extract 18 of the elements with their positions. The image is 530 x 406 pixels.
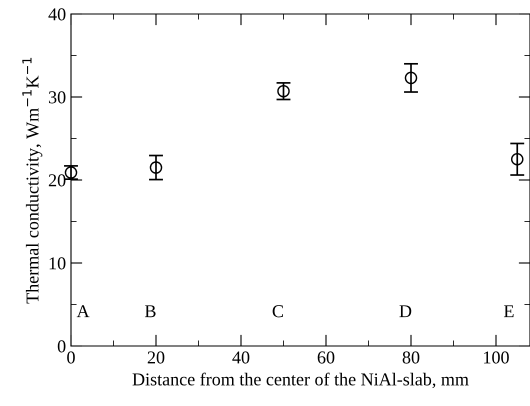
y-tick-label: 40	[48, 8, 66, 20]
y-tick-label: 0	[58, 340, 66, 352]
y-tick-label: 10	[50, 257, 66, 270]
x-tick-label: 40	[232, 351, 250, 364]
x-tick-label: 0	[67, 351, 75, 364]
y-tick-label: 30	[48, 91, 66, 104]
x-tick-label: 80	[402, 351, 420, 364]
annotation: E	[504, 305, 514, 318]
y-tick-label: 20	[48, 174, 66, 186]
x-axis-title: Distance from the center of the NiAl-slab, mm	[132, 372, 469, 388]
y-axis-title: Thermal conductivity, Wm$^{−1}$K$^{−1}$	[22, 58, 42, 304]
x-tick-label: 100	[484, 351, 509, 364]
annotation: A	[76, 305, 90, 318]
annotation: B	[144, 305, 156, 318]
x-tick-label: 60	[318, 351, 334, 364]
x-tick-label: 20	[148, 351, 164, 364]
annotation: D	[399, 305, 412, 318]
annotation: C	[272, 305, 283, 318]
